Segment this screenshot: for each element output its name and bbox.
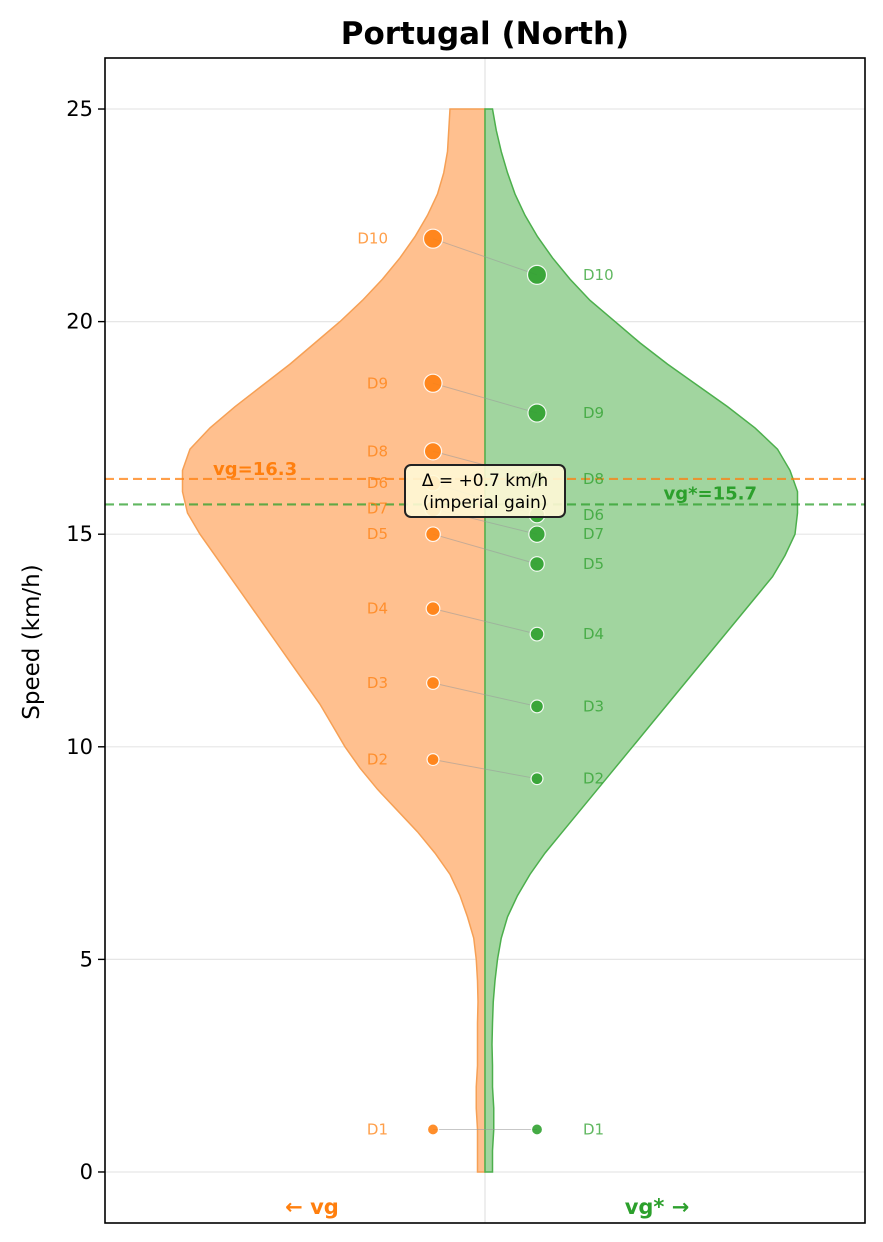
decile-label-vg: D6 bbox=[367, 474, 388, 492]
y-tick-label: 25 bbox=[66, 97, 93, 121]
axes-frame bbox=[104, 57, 866, 1224]
decile-connector bbox=[432, 382, 538, 414]
decile-label-vg-star: D2 bbox=[583, 770, 604, 788]
side-label-vg-star: vg* → bbox=[625, 1195, 690, 1219]
y-tick-label: 20 bbox=[66, 310, 93, 334]
decile-point-vg bbox=[426, 753, 440, 767]
annotation-delta: Δ = +0.7 km/h bbox=[422, 471, 548, 491]
decile-label-vg-star: D6 bbox=[583, 506, 604, 524]
decile-label-vg-star: D3 bbox=[583, 697, 604, 715]
annotation-note: (imperial gain) bbox=[423, 493, 548, 513]
decile-point-vg bbox=[423, 442, 443, 461]
decile-point-vg bbox=[426, 676, 440, 691]
y-axis-label: Speed (km/h) bbox=[19, 564, 45, 719]
decile-label-vg: D1 bbox=[367, 1120, 388, 1138]
y-tick-label: 5 bbox=[80, 947, 93, 971]
chart-title: Portugal (North) bbox=[341, 16, 629, 52]
decile-point-vg bbox=[426, 1123, 440, 1136]
decile-label-vg: D4 bbox=[367, 600, 388, 618]
annotation-box bbox=[404, 464, 566, 518]
decile-label-vg-star: D8 bbox=[583, 470, 604, 488]
decile-point-vg-star bbox=[527, 403, 547, 423]
decile-point-vg-star bbox=[528, 525, 546, 543]
mean-label-vg-star: vg*=15.7 bbox=[663, 483, 757, 504]
decile-label-vg: D7 bbox=[367, 500, 388, 518]
violin-vg bbox=[181, 108, 486, 1173]
decile-connector bbox=[432, 682, 538, 707]
decile-label-vg: D10 bbox=[357, 230, 388, 248]
decile-point-vg bbox=[425, 526, 441, 543]
decile-point-vg bbox=[425, 601, 441, 617]
y-tick-label: 0 bbox=[80, 1160, 93, 1184]
side-label-vg: ← vg bbox=[285, 1195, 339, 1219]
decile-label-vg: D9 bbox=[367, 374, 388, 392]
decile-point-vg-star bbox=[530, 1123, 544, 1136]
decile-connector bbox=[432, 238, 538, 276]
decile-label-vg: D5 bbox=[367, 525, 388, 543]
decile-label-vg-star: D5 bbox=[583, 555, 604, 573]
y-tick-label: 10 bbox=[66, 735, 93, 759]
decile-point-vg-star bbox=[529, 556, 545, 572]
mean-label-vg: vg=16.3 bbox=[213, 459, 297, 480]
decile-point-vg bbox=[422, 228, 444, 249]
decile-point-vg-star bbox=[530, 699, 544, 714]
plot-area: D1D2D3D4D5D6D7D8D9D10D1D2D3D4D5D6D7D8D9D… bbox=[66, 57, 866, 1224]
decile-label-vg-star: D10 bbox=[583, 266, 614, 284]
decile-label-vg-star: D1 bbox=[583, 1120, 604, 1138]
decile-label-vg-star: D7 bbox=[583, 525, 604, 543]
decile-label-vg: D2 bbox=[367, 751, 388, 769]
decile-point-vg-star bbox=[529, 626, 545, 642]
decile-label-vg-star: D4 bbox=[583, 625, 604, 643]
y-tick-label: 15 bbox=[66, 522, 93, 546]
decile-connector bbox=[432, 608, 538, 635]
decile-label-vg-star: D9 bbox=[583, 404, 604, 422]
decile-connector bbox=[432, 759, 538, 780]
decile-label-vg: D8 bbox=[367, 442, 388, 460]
decile-point-vg-star bbox=[530, 772, 544, 786]
decile-point-vg bbox=[423, 373, 443, 393]
decile-label-vg: D3 bbox=[367, 674, 388, 692]
decile-point-vg-star bbox=[526, 264, 548, 285]
decile-connector bbox=[432, 533, 538, 565]
violin-vg-star bbox=[484, 108, 799, 1173]
